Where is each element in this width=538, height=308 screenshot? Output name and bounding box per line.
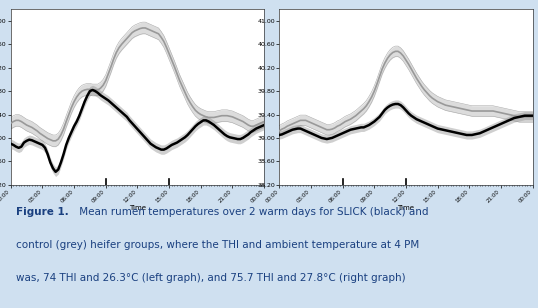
X-axis label: Time: Time	[398, 205, 414, 211]
Text: Figure 1.: Figure 1.	[16, 207, 69, 217]
Text: was, 74 THI and 26.3°C (left graph), and 75.7 THI and 27.8°C (right graph): was, 74 THI and 26.3°C (left graph), and…	[16, 273, 406, 283]
X-axis label: Time: Time	[129, 205, 146, 211]
Text: Mean rumen temperatures over 2 warm days for SLICK (black) and: Mean rumen temperatures over 2 warm days…	[76, 207, 428, 217]
Text: control (grey) heifer groups, where the THI and ambient temperature at 4 PM: control (grey) heifer groups, where the …	[16, 240, 419, 250]
